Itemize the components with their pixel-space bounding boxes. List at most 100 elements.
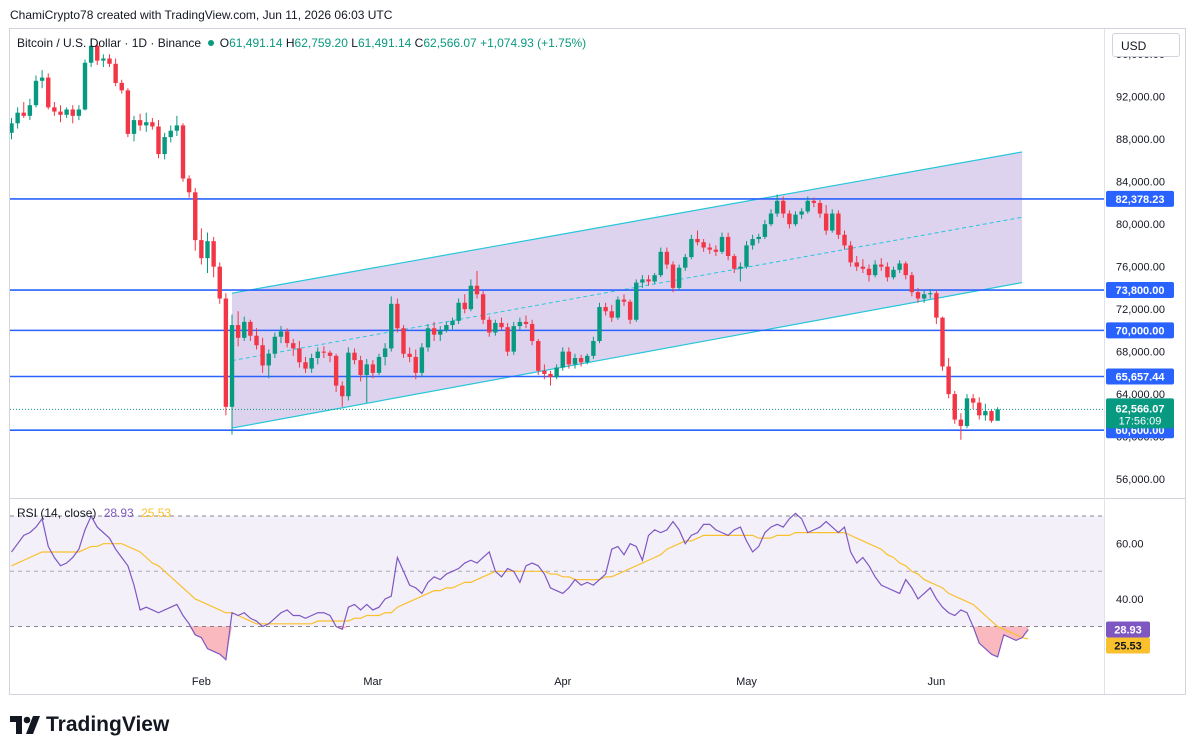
candle-body <box>768 213 774 225</box>
rsi-value-label-bg <box>1106 621 1150 638</box>
candle-body <box>364 364 369 375</box>
candle-body <box>946 366 951 395</box>
price-tick-label: 72,000.00 <box>1116 304 1165 316</box>
rsi-line <box>11 512 1029 661</box>
candle-body <box>738 266 743 269</box>
candle-body <box>260 345 265 366</box>
candle-body <box>407 353 412 357</box>
candle-body <box>211 241 216 267</box>
candle-body <box>346 352 351 397</box>
candle-body <box>554 367 559 378</box>
candle-body <box>891 269 896 278</box>
rsi-tick-label: 60.00 <box>1116 539 1144 551</box>
candle-body <box>995 409 1000 421</box>
candle-body <box>499 322 504 328</box>
candle-body <box>248 321 253 336</box>
currency-button[interactable]: USD <box>1112 33 1180 57</box>
candle-body <box>395 303 400 329</box>
candle-body <box>15 112 20 124</box>
candle-body <box>119 82 124 91</box>
candle-body <box>297 348 302 363</box>
candle-body <box>162 137 167 155</box>
candle-body <box>566 351 572 365</box>
candle-body <box>333 355 339 386</box>
price-tick-label: 92,000.00 <box>1116 92 1165 104</box>
high-value: 62,759.20 <box>294 36 348 50</box>
symbol-legend[interactable]: Bitcoin / U.S. Dollar · 1D · Binance O61… <box>17 36 586 50</box>
candle-body <box>113 63 118 83</box>
candle-body <box>529 324 535 341</box>
time-tick-label: Jun <box>928 676 946 688</box>
candle-body <box>327 352 333 356</box>
candle-body <box>27 105 33 116</box>
candle-body <box>572 357 578 365</box>
candle-body <box>352 352 357 361</box>
candle-body <box>585 355 590 363</box>
candle-body <box>615 299 621 318</box>
candle-body <box>46 77 51 108</box>
candle-body <box>180 125 186 179</box>
candle-body <box>774 200 780 214</box>
rsi-ma-value-label: 25.53 <box>1114 641 1142 653</box>
rsi-value-label: 28.93 <box>1114 625 1142 637</box>
candle-body <box>254 335 259 346</box>
candle-body <box>168 130 173 138</box>
candle-body <box>872 264 878 276</box>
rsi-legend[interactable]: RSI (14, close) 28.93 25.53 <box>17 506 171 520</box>
candle-body <box>523 321 529 325</box>
candle-body <box>940 317 945 367</box>
candle-body <box>921 294 927 299</box>
tradingview-brand[interactable]: TradingView <box>10 713 169 737</box>
brand-name: TradingView <box>46 713 170 736</box>
candle-body <box>805 200 810 212</box>
candle-body <box>39 77 45 81</box>
candle-body <box>676 267 682 288</box>
rsi-indicator-name[interactable]: RSI (14, close) <box>17 506 97 520</box>
candle-body <box>811 200 817 203</box>
candle-body <box>536 341 541 371</box>
candle-body <box>701 242 706 248</box>
candle-body <box>725 236 731 257</box>
bar-countdown-label: 17:56:09 <box>1119 415 1162 427</box>
candle-body <box>689 239 694 258</box>
candle-body <box>664 251 670 265</box>
candle-body <box>413 356 418 373</box>
candle-body <box>548 373 553 378</box>
candle-body <box>511 326 516 352</box>
rsi-ma-legend-value: 25.53 <box>141 506 172 520</box>
candle-body <box>964 398 970 426</box>
candle-body <box>903 263 908 276</box>
candle-body <box>591 341 596 356</box>
candle-body <box>199 240 204 259</box>
candle-body <box>193 192 198 241</box>
candle-body <box>144 122 149 126</box>
chart-frame[interactable] <box>9 28 1186 695</box>
price-tick-label: 76,000.00 <box>1116 262 1165 274</box>
rsi-ma-value-label-bg <box>1106 637 1150 654</box>
candle-body <box>646 279 651 282</box>
candle-body <box>823 213 829 231</box>
candle-body <box>229 325 235 407</box>
candle-body <box>713 249 719 252</box>
candle-body <box>609 311 614 318</box>
candle-body <box>952 394 957 420</box>
candle-body <box>340 385 345 397</box>
candle-body <box>756 236 761 240</box>
low-label: L <box>351 36 358 50</box>
candle-body <box>640 279 645 283</box>
candle-body <box>462 302 467 310</box>
symbol-name[interactable]: Bitcoin / U.S. Dollar · 1D · Binance <box>17 36 202 50</box>
candle-body <box>560 351 565 368</box>
candle-body <box>321 351 327 353</box>
candle-body <box>603 307 608 312</box>
candle-body <box>272 336 278 354</box>
candle-body <box>542 370 547 374</box>
current-price-label-bg <box>1106 398 1174 429</box>
rsi-tick-label: 40.00 <box>1116 594 1144 606</box>
candle-body <box>897 263 902 270</box>
rsi-oversold-fill <box>973 626 1029 657</box>
candle-body <box>781 200 786 214</box>
candle-body <box>854 262 859 267</box>
close-value: 62,566.07 <box>423 36 477 50</box>
